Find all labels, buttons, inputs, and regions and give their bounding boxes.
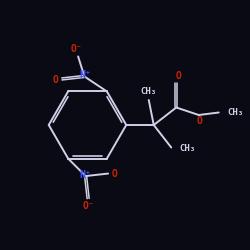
Text: O: O bbox=[197, 116, 203, 126]
Text: N⁺: N⁺ bbox=[79, 170, 91, 180]
Text: O⁻: O⁻ bbox=[82, 200, 94, 210]
Text: O: O bbox=[53, 75, 59, 85]
Text: O: O bbox=[176, 71, 182, 81]
Text: CH₃: CH₃ bbox=[180, 144, 196, 153]
Text: CH₃: CH₃ bbox=[228, 108, 244, 117]
Text: CH₃: CH₃ bbox=[141, 88, 157, 96]
Text: N⁺: N⁺ bbox=[80, 70, 92, 80]
Text: O⁻: O⁻ bbox=[71, 44, 83, 54]
Text: O: O bbox=[112, 168, 117, 178]
